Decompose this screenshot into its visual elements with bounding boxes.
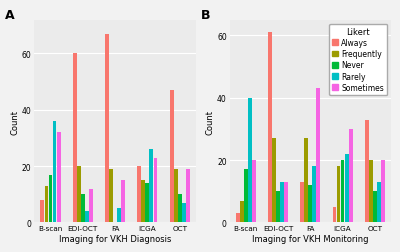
Bar [53, 121, 56, 223]
Bar [240, 201, 244, 223]
Bar [365, 120, 369, 223]
Bar [109, 169, 113, 223]
Bar [77, 167, 81, 223]
Bar [40, 200, 44, 223]
Bar [85, 211, 89, 223]
Bar [252, 161, 256, 223]
Bar [117, 209, 121, 223]
Y-axis label: Count: Count [205, 109, 214, 134]
Bar [186, 169, 190, 223]
Bar [182, 203, 186, 223]
Bar [300, 182, 304, 223]
Bar [268, 33, 272, 223]
Text: B: B [200, 9, 210, 21]
Bar [369, 161, 373, 223]
Bar [81, 195, 85, 223]
Bar [236, 213, 240, 223]
Bar [174, 169, 178, 223]
Bar [332, 207, 336, 223]
Bar [373, 192, 377, 223]
Bar [349, 129, 352, 223]
Bar [105, 35, 109, 223]
Bar [248, 98, 252, 223]
Bar [121, 180, 125, 223]
Bar [142, 180, 145, 223]
X-axis label: Imaging for VKH Monitoring: Imaging for VKH Monitoring [252, 234, 368, 243]
Bar [44, 186, 48, 223]
Bar [137, 167, 141, 223]
Bar [284, 182, 288, 223]
Bar [316, 89, 320, 223]
Bar [244, 170, 248, 223]
Bar [89, 189, 93, 223]
Bar [381, 161, 385, 223]
Bar [377, 182, 381, 223]
Bar [170, 91, 174, 223]
Text: A: A [5, 9, 15, 21]
Bar [154, 158, 158, 223]
Bar [150, 150, 153, 223]
Legend: Always, Frequently, Never, Rarely, Sometimes: Always, Frequently, Never, Rarely, Somet… [329, 24, 387, 96]
Bar [48, 175, 52, 223]
Bar [57, 133, 60, 223]
Bar [280, 182, 284, 223]
Bar [345, 154, 348, 223]
Bar [312, 167, 316, 223]
Bar [308, 185, 312, 223]
Bar [73, 54, 77, 223]
Bar [304, 139, 308, 223]
Bar [146, 183, 149, 223]
Bar [276, 192, 280, 223]
Bar [341, 161, 344, 223]
X-axis label: Imaging for VKH Diagnosis: Imaging for VKH Diagnosis [59, 234, 171, 243]
Bar [178, 195, 182, 223]
Y-axis label: Count: Count [10, 109, 19, 134]
Bar [272, 139, 276, 223]
Bar [336, 167, 340, 223]
